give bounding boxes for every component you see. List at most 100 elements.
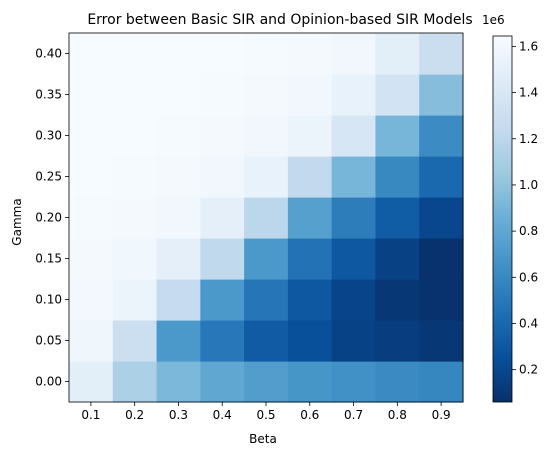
heatmap-cell bbox=[287, 361, 333, 403]
heatmap-cell bbox=[69, 320, 114, 362]
heatmap-cell bbox=[419, 197, 464, 239]
colorbar-tick-label: 1.0 bbox=[519, 178, 538, 192]
heatmap-cell bbox=[112, 238, 158, 280]
x-tick-label: 0.7 bbox=[344, 408, 363, 422]
heatmap-cell bbox=[331, 361, 377, 403]
heatmap-cell bbox=[200, 279, 245, 321]
y-tick-label: 0.15 bbox=[35, 252, 62, 266]
heatmap-cell bbox=[200, 33, 245, 75]
heatmap-cell bbox=[156, 279, 201, 321]
heatmap-cell bbox=[69, 361, 114, 403]
heatmap-cell bbox=[156, 320, 201, 362]
heatmap-cell bbox=[112, 197, 158, 239]
heatmap-cell bbox=[375, 361, 420, 403]
heatmap-cell bbox=[69, 115, 114, 157]
heatmap-axes: 0.1 0.2 0.3 0.4 0.5 0.6 0.7 0.8 0.9 0.00 0.05 0.10 0… bbox=[35, 32, 464, 422]
heatmap-cells bbox=[69, 33, 464, 403]
heatmap-cell bbox=[244, 361, 289, 403]
colorbar-tick-label: 1.2 bbox=[519, 132, 538, 146]
heatmap-cell bbox=[331, 238, 377, 280]
heatmap-cell bbox=[331, 320, 377, 362]
heatmap-cell bbox=[112, 361, 158, 403]
heatmap-cell bbox=[419, 33, 464, 75]
heatmap-cell bbox=[331, 115, 377, 157]
y-tick-label: 0.35 bbox=[35, 88, 62, 102]
heatmap-cell bbox=[112, 156, 158, 198]
heatmap-cell bbox=[244, 238, 289, 280]
heatmap-cell bbox=[200, 197, 245, 239]
colorbar-tick-label: 0.8 bbox=[519, 224, 538, 238]
heatmap-cell bbox=[112, 33, 158, 75]
y-axis-label: Gamma bbox=[10, 198, 24, 245]
colorbar-tick-label: 1.6 bbox=[519, 39, 538, 53]
heatmap-cell bbox=[112, 279, 158, 321]
heatmap-cell bbox=[331, 74, 377, 116]
heatmap-cell bbox=[375, 238, 420, 280]
heatmap-cell bbox=[156, 74, 201, 116]
x-tick-label: 0.1 bbox=[81, 408, 100, 422]
heatmap-cell bbox=[244, 279, 289, 321]
heatmap-cell bbox=[112, 320, 158, 362]
colorbar-tick-label: 1.4 bbox=[519, 86, 538, 100]
heatmap-cell bbox=[69, 74, 114, 116]
heatmap-cell bbox=[375, 197, 420, 239]
heatmap-cell bbox=[69, 197, 114, 239]
heatmap-cell bbox=[375, 156, 420, 198]
heatmap-cell bbox=[375, 115, 420, 157]
y-tick-label: 0.30 bbox=[35, 129, 62, 143]
heatmap-cell bbox=[156, 33, 201, 75]
heatmap-cell bbox=[419, 279, 464, 321]
heatmap-cell bbox=[156, 238, 201, 280]
heatmap-cell bbox=[200, 238, 245, 280]
colorbar-tick-label: 0.6 bbox=[519, 270, 538, 284]
heatmap-cell bbox=[375, 320, 420, 362]
heatmap-cell bbox=[287, 238, 333, 280]
heatmap-cell bbox=[287, 320, 333, 362]
heatmap-cell bbox=[287, 115, 333, 157]
x-tick-label: 0.6 bbox=[300, 408, 319, 422]
heatmap-cell bbox=[331, 156, 377, 198]
heatmap-cell bbox=[112, 74, 158, 116]
heatmap-cell bbox=[244, 74, 289, 116]
heatmap-cell bbox=[244, 156, 289, 198]
heatmap-cell bbox=[244, 320, 289, 362]
heatmap-cell bbox=[69, 33, 114, 75]
y-tick-label: 0.40 bbox=[35, 47, 62, 61]
heatmap-cell bbox=[200, 74, 245, 116]
heatmap-cell bbox=[287, 156, 333, 198]
heatmap-cell bbox=[375, 74, 420, 116]
colorbar: 0.2 0.4 0.6 0.8 1.0 1.2 1.4 1.6 bbox=[492, 35, 538, 403]
heatmap-cell bbox=[287, 197, 333, 239]
colorbar-scale-label: 1e6 bbox=[482, 13, 505, 27]
colorbar-gradient bbox=[492, 35, 513, 403]
heatmap-cell bbox=[331, 197, 377, 239]
heatmap-cell bbox=[419, 361, 464, 403]
heatmap-cell bbox=[200, 361, 245, 403]
x-tick-label: 0.3 bbox=[169, 408, 188, 422]
heatmap-cell bbox=[419, 320, 464, 362]
y-tick-label: 0.25 bbox=[35, 170, 62, 184]
heatmap-cell bbox=[156, 361, 201, 403]
x-tick-label: 0.5 bbox=[256, 408, 275, 422]
heatmap-cell bbox=[156, 197, 201, 239]
heatmap-cell bbox=[200, 115, 245, 157]
heatmap-cell bbox=[331, 279, 377, 321]
heatmap-cell bbox=[419, 115, 464, 157]
heatmap-cell bbox=[375, 279, 420, 321]
heatmap-cell bbox=[419, 156, 464, 198]
chart-title: Error between Basic SIR and Opinion-base… bbox=[87, 12, 472, 28]
heatmap-cell bbox=[287, 74, 333, 116]
x-tick-label: 0.2 bbox=[125, 408, 144, 422]
heatmap-cell bbox=[244, 197, 289, 239]
heatmap-cell bbox=[244, 33, 289, 75]
heatmap-cell bbox=[287, 33, 333, 75]
heatmap-cell bbox=[69, 279, 114, 321]
x-tick-label: 0.9 bbox=[432, 408, 451, 422]
heatmap-cell bbox=[287, 279, 333, 321]
heatmap-cell bbox=[156, 115, 201, 157]
y-tick-label: 0.05 bbox=[35, 334, 62, 348]
x-axis-label: Beta bbox=[249, 432, 277, 446]
x-tick-label: 0.4 bbox=[213, 408, 232, 422]
x-tick-label: 0.8 bbox=[388, 408, 407, 422]
